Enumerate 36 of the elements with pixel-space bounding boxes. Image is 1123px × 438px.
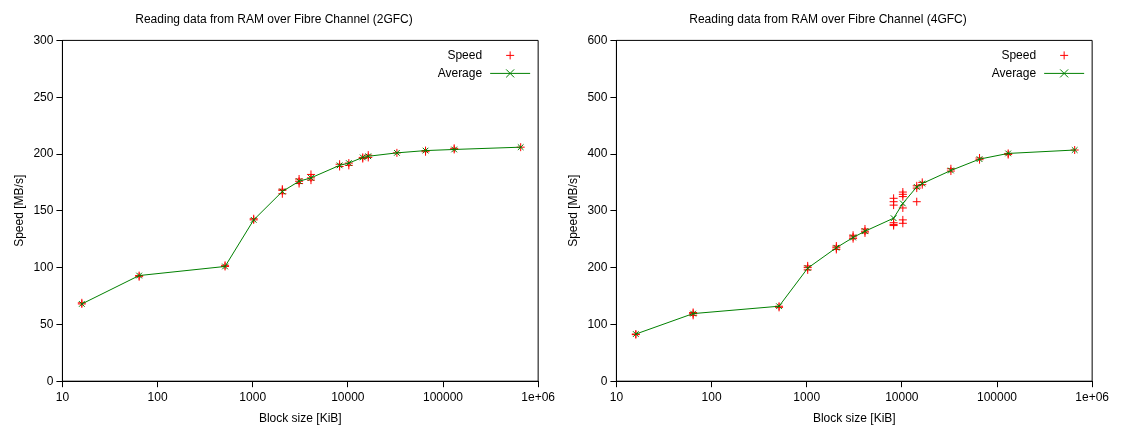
x-tick-label: 100000 <box>422 389 464 404</box>
y-tick-label: 0 <box>46 373 54 388</box>
y-tick-label: 100 <box>33 259 54 274</box>
y-tick-label: 150 <box>33 203 54 218</box>
x-tick-label: 100 <box>701 389 722 404</box>
x-tick-label: 10000 <box>331 389 365 404</box>
chart-title: Reading data from RAM over Fibre Channel (2GFC) <box>135 11 413 26</box>
x-tick-label: 10 <box>609 389 624 404</box>
x-tick-label: 10000 <box>885 389 919 404</box>
y-tick-label: 500 <box>587 89 608 104</box>
x-tick-label: 1e+06 <box>1075 389 1110 404</box>
y-tick-label: 50 <box>40 316 54 331</box>
x-axis-title: Block size [KiB] <box>258 411 342 426</box>
y-tick-label: 100 <box>587 316 608 331</box>
y-axis-title: Speed [MB/s] <box>565 174 580 247</box>
legend-label: Speed <box>1001 47 1037 62</box>
x-axis-title: Block size [KiB] <box>812 411 896 426</box>
y-tick-label: 300 <box>33 32 54 47</box>
legend-label: Speed <box>447 47 483 62</box>
y-tick-label: 200 <box>33 146 54 161</box>
x-tick-label: 100 <box>147 389 168 404</box>
y-tick-label: 400 <box>587 146 608 161</box>
chart-title: Reading data from RAM over Fibre Channel (4GFC) <box>689 11 967 26</box>
x-tick-label: 100000 <box>976 389 1018 404</box>
x-tick-label: 1000 <box>793 389 821 404</box>
y-tick-label: 300 <box>587 203 608 218</box>
y-axis-title: Speed [MB/s] <box>11 174 26 247</box>
y-tick-label: 600 <box>587 32 608 47</box>
x-tick-label: 1e+06 <box>521 389 556 404</box>
legend-label: Average <box>991 65 1037 80</box>
y-tick-label: 200 <box>587 259 608 274</box>
y-tick-label: 250 <box>33 89 54 104</box>
x-tick-label: 10 <box>55 389 70 404</box>
legend-label: Average <box>437 65 483 80</box>
y-tick-label: 0 <box>600 373 608 388</box>
x-tick-label: 1000 <box>239 389 267 404</box>
